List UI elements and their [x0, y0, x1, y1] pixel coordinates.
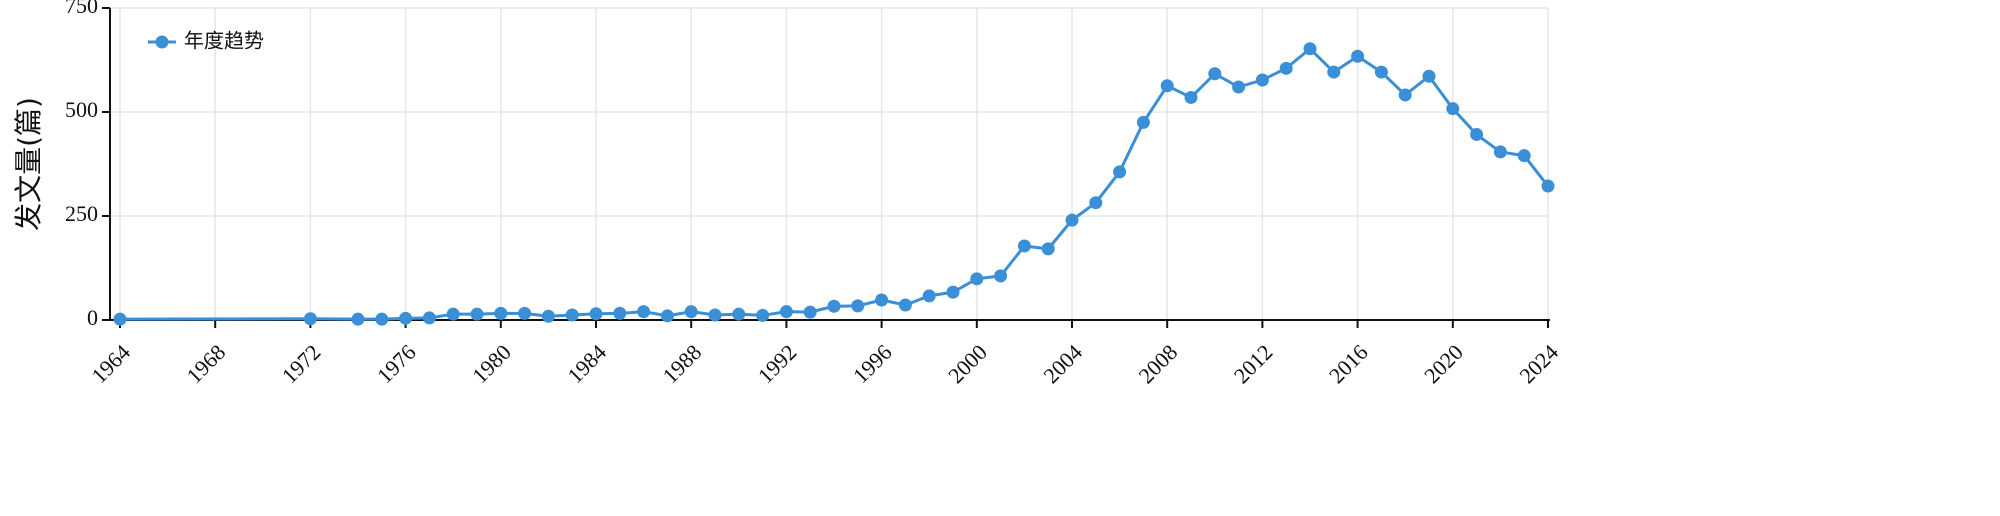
y-tick-label: 750: [65, 0, 98, 18]
data-point: [1422, 69, 1436, 83]
data-point: [637, 305, 651, 319]
data-point: [1136, 115, 1150, 129]
data-point: [1541, 179, 1555, 193]
data-line: [119, 46, 1550, 321]
x-tick-label: 2004: [1038, 339, 1087, 388]
data-point: [470, 307, 484, 321]
data-point: [1398, 88, 1412, 102]
data-point: [1351, 49, 1365, 63]
data-point: [541, 309, 555, 323]
data-point: [875, 293, 889, 307]
y-tick-label: 0: [87, 305, 98, 330]
y-tick-label: 250: [65, 201, 98, 226]
x-tick-label: 1972: [277, 339, 326, 388]
data-point: [1493, 145, 1507, 159]
data-point: [1089, 196, 1103, 210]
data-point: [589, 307, 603, 321]
data-point: [851, 299, 865, 313]
data-point: [494, 306, 508, 320]
data-point: [1232, 80, 1246, 94]
data-point: [708, 308, 722, 322]
data-point: [827, 299, 841, 313]
data-point: [946, 285, 960, 299]
data-point: [1208, 67, 1222, 81]
data-point: [375, 312, 389, 326]
data-point: [779, 305, 793, 319]
data-point: [1184, 90, 1198, 104]
data-point: [565, 308, 579, 322]
y-axis-label: 发文量(篇): [12, 97, 45, 231]
data-point: [994, 269, 1008, 283]
x-tick-label: 1988: [658, 339, 707, 388]
data-point: [756, 308, 770, 322]
data-point: [1517, 149, 1531, 163]
data-point: [613, 306, 627, 320]
x-tick-label: 2016: [1324, 339, 1373, 388]
data-point: [1303, 42, 1317, 56]
data-point: [803, 305, 817, 319]
data-point: [1160, 79, 1174, 93]
data-point: [1327, 65, 1341, 79]
data-point: [1113, 165, 1127, 179]
data-point: [922, 289, 936, 303]
legend-label: 年度趋势: [184, 29, 264, 53]
data-point: [113, 312, 127, 326]
x-tick-label: 1996: [848, 339, 897, 388]
x-tick-label: 2024: [1514, 339, 1563, 388]
x-tick-label: 1976: [372, 339, 421, 388]
x-tick-label: 1992: [753, 339, 802, 388]
data-point: [1279, 61, 1293, 75]
data-point: [660, 309, 674, 323]
data-point: [1374, 65, 1388, 79]
x-tick-label: 2000: [943, 339, 992, 388]
data-point: [970, 272, 984, 286]
data-point: [422, 311, 436, 325]
x-tick-label: 1984: [562, 339, 611, 388]
data-point: [518, 306, 532, 320]
data-point: [732, 307, 746, 321]
data-point: [351, 312, 365, 326]
x-tick-label: 2012: [1229, 339, 1278, 388]
data-point: [1041, 242, 1055, 256]
data-point: [303, 312, 317, 326]
data-point: [399, 311, 413, 325]
x-tick-label: 1980: [467, 339, 516, 388]
data-point: [684, 305, 698, 319]
data-point: [1017, 239, 1031, 253]
data-point: [1446, 102, 1460, 116]
data-point: [898, 298, 912, 312]
data-point: [446, 307, 460, 321]
data-point: [1065, 213, 1079, 227]
data-point: [1255, 73, 1269, 87]
x-tick-label: 1964: [86, 339, 135, 388]
y-tick-label: 500: [65, 97, 98, 122]
data-point: [1470, 127, 1484, 141]
x-tick-label: 2020: [1419, 339, 1468, 388]
x-tick-label: 2008: [1134, 339, 1183, 388]
x-tick-label: 1968: [182, 339, 231, 388]
legend-marker: [155, 35, 169, 49]
